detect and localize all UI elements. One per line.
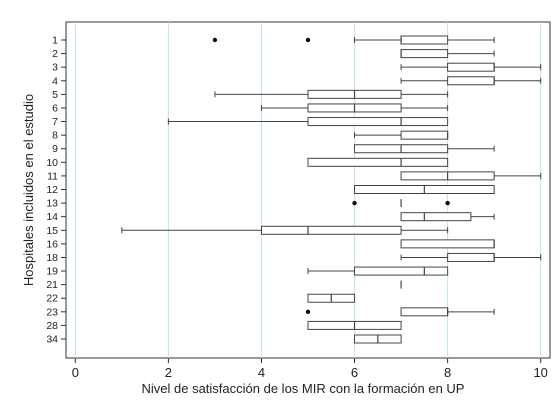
box-iqr: [400, 49, 449, 59]
outlier-point: [445, 200, 450, 206]
box-hospital-2: [400, 49, 495, 59]
category-label: 18: [46, 252, 58, 264]
category-label: 23: [46, 306, 58, 318]
x-tick-label: 0: [72, 365, 79, 380]
y-axis-label: Hospitales incluidos en el estudio: [21, 94, 36, 286]
box-hospital-14: [400, 212, 495, 222]
category-label: 9: [52, 143, 58, 155]
box-hospital-16: [400, 239, 495, 249]
x-axis-label: Nivel de satisfacción de los MIR con la …: [142, 381, 465, 396]
box-iqr: [447, 62, 495, 72]
box-iqr: [400, 130, 449, 140]
outlier-point: [305, 37, 311, 43]
category-label: 28: [46, 320, 58, 332]
x-tick-label: 8: [444, 365, 451, 380]
x-tick-layer: 0 2 4 6 8 10: [72, 358, 548, 380]
box-iqr: [400, 212, 472, 222]
category-label: 16: [46, 238, 58, 250]
box-iqr: [260, 225, 402, 235]
category-label: 2: [52, 48, 58, 60]
box-hospital-5: [214, 89, 449, 99]
box-iqr: [400, 35, 449, 45]
box-hospital-13: [352, 199, 450, 208]
category-label: 10: [46, 157, 58, 169]
box-hospital-9: [354, 144, 495, 154]
box-hospital-19: [307, 266, 449, 276]
category-label: 21: [46, 279, 58, 291]
box-hospital-6: [260, 103, 449, 113]
category-label: 5: [52, 89, 58, 101]
category-label: 14: [46, 211, 58, 223]
outlier-point: [352, 200, 357, 206]
category-label: 3: [52, 62, 58, 74]
outlier-point: [305, 309, 311, 315]
box-hospital-4: [400, 76, 542, 86]
box-iqr: [307, 117, 449, 127]
box-hospital-8: [354, 130, 449, 140]
outlier-point: [212, 37, 218, 43]
box-hospital-3: [400, 62, 542, 72]
category-label: 15: [46, 225, 58, 237]
box-hospital-18: [400, 252, 542, 262]
box-hospital-15: [121, 225, 449, 235]
category-label: 22: [46, 293, 58, 305]
category-label: 1: [52, 35, 58, 47]
box-hospital-12: [354, 185, 495, 194]
x-tick-label: 4: [258, 365, 265, 380]
box-hospital-7: [167, 117, 449, 127]
box-hospital-10: [307, 157, 449, 167]
category-label: 19: [46, 266, 58, 278]
category-label: 12: [46, 184, 58, 196]
box-hospital-1: [212, 35, 495, 45]
box-hospital-11: [400, 171, 542, 181]
category-label: 7: [52, 116, 58, 128]
box-iqr: [400, 307, 449, 317]
category-label: 13: [46, 198, 58, 210]
box-iqr: [447, 76, 495, 86]
box-iqr: [354, 266, 449, 276]
category-label: 4: [52, 75, 58, 87]
box-iqr: [307, 157, 449, 167]
x-tick-label: 10: [533, 365, 547, 380]
category-label: 8: [52, 130, 58, 142]
box-hospital-34: [354, 334, 402, 344]
x-tick-label: 2: [165, 365, 172, 380]
box-hospital-28: [307, 320, 402, 330]
box-iqr: [447, 252, 495, 262]
box-hospital-23: [305, 307, 495, 317]
x-tick-label: 6: [351, 365, 358, 380]
box-hospital-22: [307, 293, 356, 303]
box-iqr: [400, 239, 495, 249]
category-label: 34: [46, 334, 58, 346]
box-layer: [121, 35, 542, 344]
category-label: 6: [52, 102, 58, 114]
category-label: 11: [47, 170, 58, 182]
